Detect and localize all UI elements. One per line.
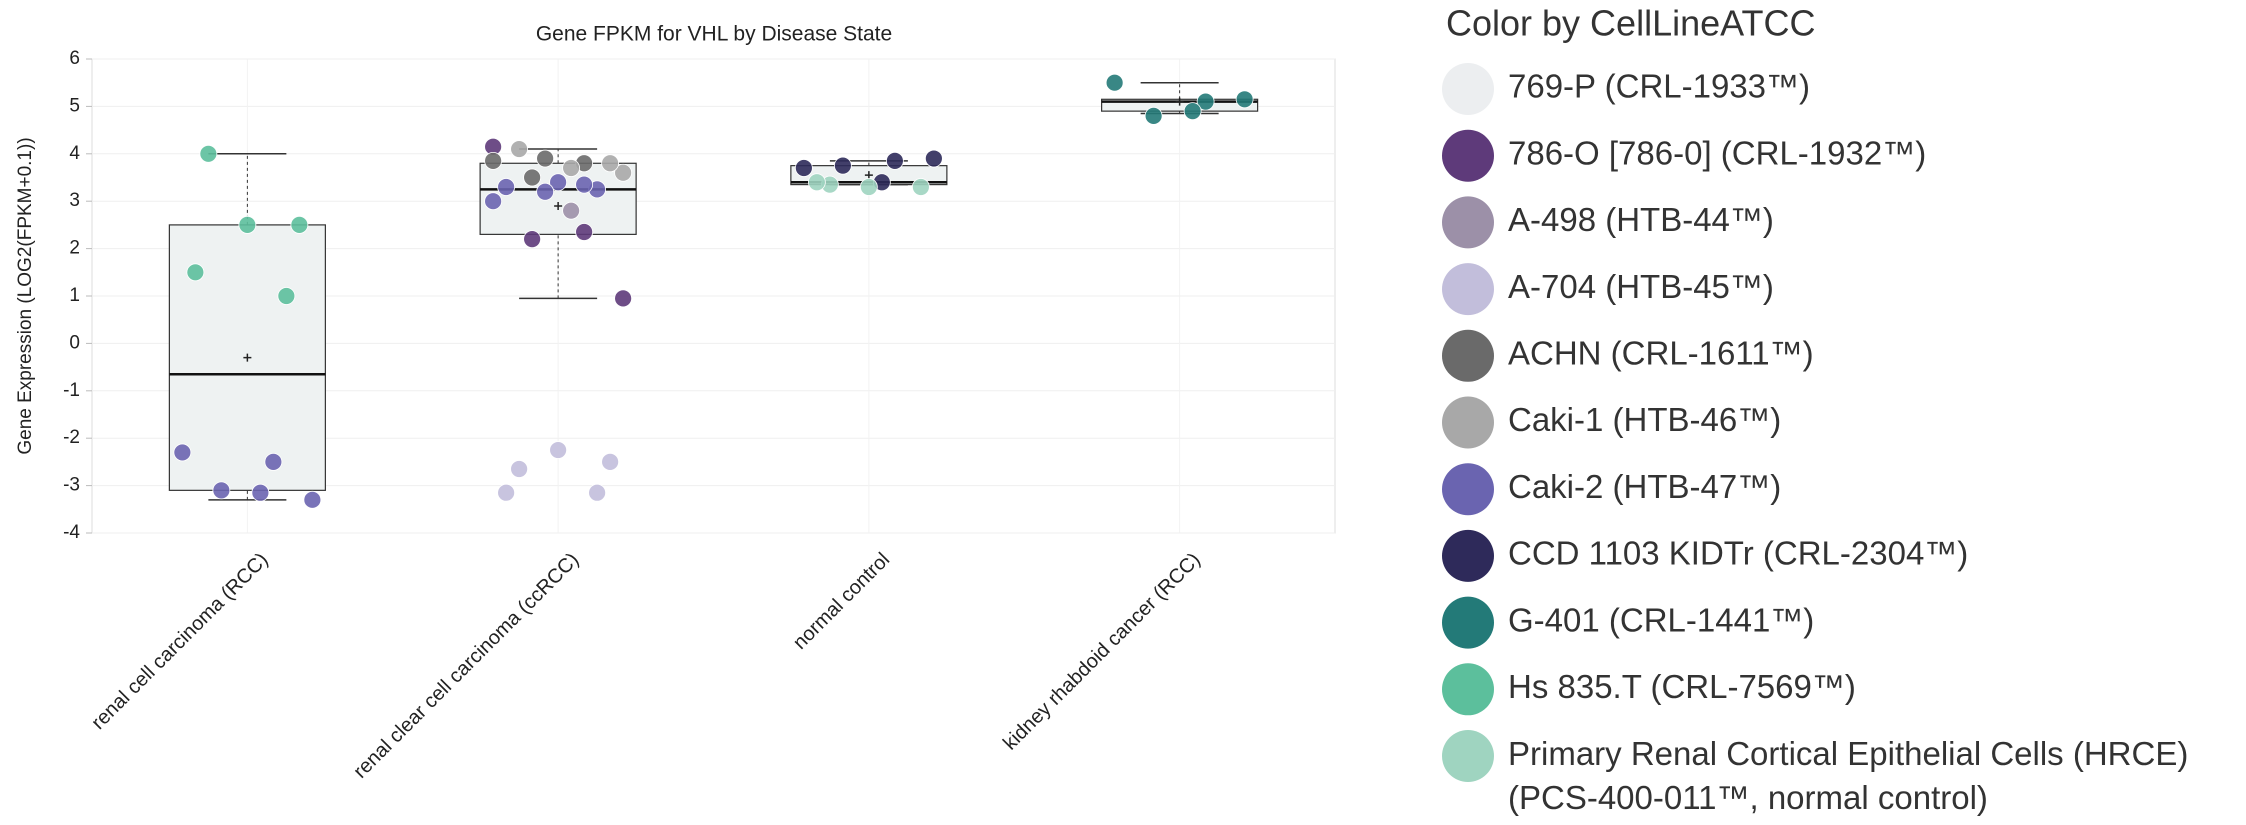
legend-label: Caki-2 (HTB-47™) <box>1508 468 1781 505</box>
legend-label: CCD 1103 KIDTr (CRL-2304™) <box>1508 535 1968 572</box>
data-point <box>510 460 529 478</box>
data-point <box>484 192 503 211</box>
data-point <box>1196 92 1215 111</box>
data-point <box>303 490 322 509</box>
legend-title: Color by CellLineATCC <box>1446 3 1815 44</box>
data-point <box>601 154 620 173</box>
legend-label: G-401 (CRL-1441™) <box>1508 601 1814 638</box>
y-tick-label: -3 <box>63 475 80 496</box>
data-point <box>536 182 555 201</box>
x-tick-label: kidney rhabdoid cancer (RCC) <box>999 549 1205 755</box>
data-point <box>614 163 633 182</box>
legend-swatch <box>1442 263 1494 316</box>
data-point <box>290 215 309 234</box>
mean-marker <box>864 171 873 180</box>
data-point <box>497 483 516 502</box>
legend-label: Primary Renal Cortical Epithelial Cells … <box>1508 735 2188 816</box>
legend-label: A-704 (HTB-45™) <box>1508 268 1774 305</box>
y-tick-label: 2 <box>69 238 80 259</box>
legend-swatch <box>1442 63 1494 115</box>
data-point <box>1183 102 1202 121</box>
mean-marker <box>1175 97 1184 106</box>
data-point <box>264 452 283 471</box>
data-point <box>251 483 270 502</box>
data-point <box>614 289 633 308</box>
data-point <box>523 168 542 187</box>
mean-marker <box>243 353 252 362</box>
data-point <box>484 152 503 170</box>
data-point <box>523 230 542 249</box>
y-tick-label: -2 <box>63 427 80 448</box>
legend-swatch <box>1442 463 1494 516</box>
legend-swatch <box>1442 529 1494 582</box>
data-point <box>601 452 620 471</box>
data-point <box>1144 106 1163 125</box>
legend-swatch <box>1442 730 1494 782</box>
y-tick-label: 3 <box>69 190 80 211</box>
legend-swatch <box>1442 663 1494 716</box>
y-tick-label: -4 <box>63 522 80 543</box>
data-point <box>549 441 568 459</box>
data-point <box>199 144 218 163</box>
data-point <box>911 178 930 196</box>
data-point <box>277 287 296 305</box>
data-point <box>536 149 555 168</box>
data-point <box>575 175 594 194</box>
legend-label: Caki-1 (HTB-46™) <box>1508 401 1781 438</box>
data-point <box>212 481 231 500</box>
legend-swatch <box>1442 596 1494 649</box>
legend-swatch <box>1442 396 1494 449</box>
legend-label: 769-P (CRL-1933™) <box>1508 68 1810 105</box>
data-point <box>562 159 581 177</box>
y-tick-label: 1 <box>69 285 80 306</box>
data-point <box>173 443 192 462</box>
data-point <box>575 223 594 241</box>
mean-marker <box>554 201 563 210</box>
legend-swatch <box>1442 196 1494 249</box>
legend-swatch <box>1442 129 1494 182</box>
data-point <box>794 159 813 177</box>
y-axis-label: Gene Expression (LOG2(FPKM+0.1)) <box>15 137 36 454</box>
y-tick-label: 6 <box>69 48 80 69</box>
data-point <box>238 215 257 234</box>
data-point <box>562 201 581 220</box>
legend-label: A-498 (HTB-44™) <box>1508 201 1774 238</box>
data-point <box>807 173 826 192</box>
y-tick-label: 0 <box>69 332 80 353</box>
x-tick-label: normal control <box>789 549 894 654</box>
x-tick-label: renal clear cell carcinoma (ccRCC) <box>349 549 583 783</box>
data-point <box>186 263 205 282</box>
legend-label: Hs 835.T (CRL-7569™) <box>1508 668 1856 705</box>
y-tick-label: 4 <box>69 143 80 164</box>
data-point <box>859 178 878 196</box>
legend-label: ACHN (CRL-1611™) <box>1508 335 1814 372</box>
data-point <box>510 140 529 158</box>
data-point <box>549 173 568 192</box>
legend-swatch <box>1442 329 1494 382</box>
data-point <box>924 149 943 168</box>
data-point <box>833 156 852 175</box>
data-point <box>497 178 516 196</box>
data-point <box>885 152 904 170</box>
data-point <box>1105 73 1124 92</box>
legend-label: 786-O [786-0] (CRL-1932™) <box>1508 134 1926 171</box>
data-point <box>588 483 607 502</box>
x-tick-label: renal cell carcinoma (RCC) <box>87 549 272 734</box>
y-tick-label: 5 <box>69 95 80 116</box>
chart-title: Gene FPKM for VHL by Disease State <box>536 23 892 46</box>
y-tick-label: -1 <box>63 380 80 401</box>
data-point <box>1235 90 1254 109</box>
